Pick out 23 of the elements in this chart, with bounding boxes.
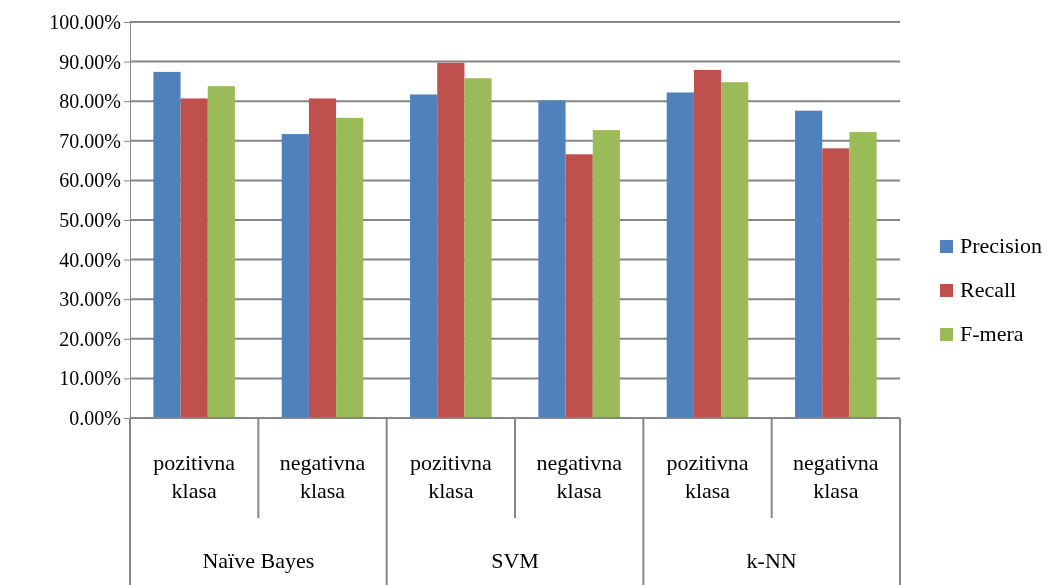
- text: k-NN: [746, 548, 797, 573]
- x-tick-label: negativna klasa: [536, 450, 623, 503]
- y-tick-label: 30.00%: [59, 288, 121, 311]
- x-tick-label: negativna klasa: [279, 450, 366, 503]
- x-tick-label: negativna klasa: [793, 450, 879, 503]
- y-tick-label: 60.00%: [59, 169, 121, 192]
- y-tick-label: 50.00%: [59, 208, 121, 231]
- y-tick-label: 20.00%: [59, 327, 121, 350]
- y-tick-label: 40.00%: [59, 248, 121, 271]
- y-tick-label: 90.00%: [59, 50, 121, 73]
- legend-label: Precision: [960, 233, 1042, 258]
- legend-label: F-mera: [960, 321, 1024, 346]
- y-tick-label: 80.00%: [59, 90, 121, 113]
- text: Naïve Bayes: [202, 548, 315, 573]
- y-tick-label: 0.00%: [69, 406, 121, 429]
- y-tick-label: 70.00%: [59, 129, 121, 152]
- x-tick-label: pozitivna klasa: [153, 450, 236, 503]
- legend-label: Recall: [960, 277, 1017, 302]
- y-tick-label: 100.00%: [49, 10, 121, 33]
- x-tick-label: pozitivna klasa: [409, 450, 492, 503]
- text: SVM: [491, 548, 539, 573]
- x-tick-label: pozitivna klasa: [666, 450, 749, 503]
- y-tick-label: 10.00%: [59, 367, 121, 390]
